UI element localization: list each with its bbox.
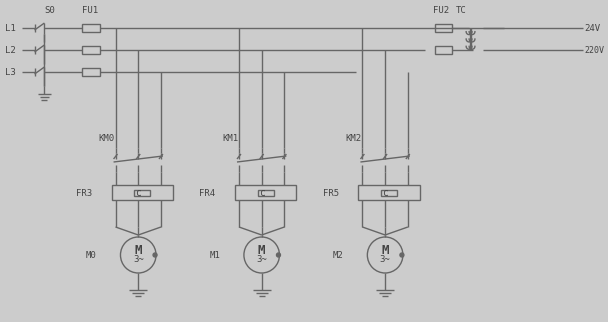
- Text: M0: M0: [86, 251, 97, 260]
- Text: c: c: [382, 187, 388, 197]
- Text: M: M: [381, 243, 389, 257]
- Text: M: M: [258, 243, 266, 257]
- Text: M1: M1: [209, 251, 220, 260]
- Text: FR3: FR3: [76, 188, 92, 197]
- Text: M2: M2: [333, 251, 344, 260]
- Text: 3~: 3~: [133, 255, 143, 264]
- Text: 24V: 24V: [585, 24, 601, 33]
- Text: 3~: 3~: [257, 255, 267, 264]
- Text: FU2: FU2: [432, 5, 449, 14]
- Text: 3~: 3~: [380, 255, 390, 264]
- Bar: [235, 185, 296, 200]
- Text: TC: TC: [456, 5, 467, 14]
- Text: FR5: FR5: [323, 188, 339, 197]
- Bar: [435, 46, 452, 54]
- Text: FU1: FU1: [82, 5, 98, 14]
- Bar: [82, 24, 100, 32]
- Bar: [381, 190, 397, 195]
- Bar: [258, 190, 274, 195]
- Bar: [112, 185, 173, 200]
- Circle shape: [400, 253, 404, 257]
- Bar: [82, 46, 100, 54]
- Text: KM0: KM0: [98, 134, 115, 143]
- Text: KM2: KM2: [345, 134, 362, 143]
- Text: M: M: [134, 243, 142, 257]
- Text: 220V: 220V: [585, 45, 604, 54]
- Circle shape: [153, 253, 157, 257]
- Circle shape: [277, 253, 280, 257]
- Text: c: c: [136, 187, 141, 197]
- Text: c: c: [259, 187, 264, 197]
- Text: L1: L1: [5, 24, 16, 33]
- Text: FR4: FR4: [199, 188, 216, 197]
- Bar: [134, 190, 150, 195]
- Text: S0: S0: [44, 5, 55, 14]
- Text: L2: L2: [5, 45, 16, 54]
- Bar: [359, 185, 420, 200]
- Text: KM1: KM1: [222, 134, 238, 143]
- Bar: [435, 24, 452, 32]
- Bar: [82, 68, 100, 76]
- Text: L3: L3: [5, 68, 16, 77]
